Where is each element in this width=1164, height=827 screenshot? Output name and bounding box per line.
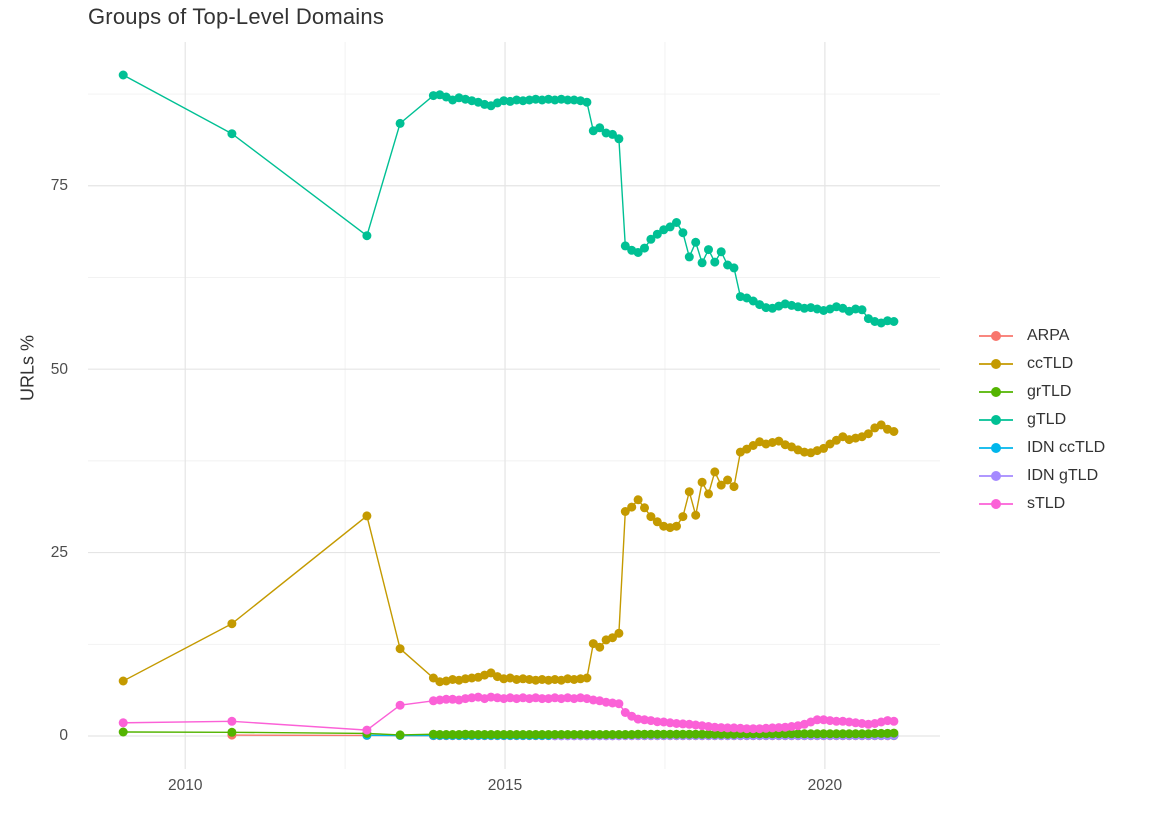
legend-item-label: IDN gTLD <box>1027 467 1099 484</box>
y-axis-tick-label: 75 <box>50 177 68 195</box>
legend: ARPA ccTLD grTLD gTLD IDN ccTLD IDN gTLD sTLD <box>978 322 1105 518</box>
x-axis-tick-label: 2020 <box>807 777 843 794</box>
legend-item-arpa: ARPA <box>978 322 1105 350</box>
series-gtld-line <box>122 74 894 324</box>
y-axis-tick-label: 0 <box>59 727 68 745</box>
legend-item-label: IDN ccTLD <box>1027 439 1106 456</box>
series-stld-points <box>118 692 899 735</box>
legend-item-label: sTLD <box>1027 495 1066 512</box>
legend-key-icon <box>979 471 1013 481</box>
legend-key-icon <box>979 499 1013 509</box>
legend-item-label: ARPA <box>1027 327 1070 344</box>
legend-key-icon <box>979 387 1013 397</box>
chart-title: Groups of Top-Level Domains <box>88 4 385 29</box>
series-grtld-points <box>118 727 899 740</box>
legend-item-label: ccTLD <box>1027 355 1074 372</box>
legend-item-idn-cctld: IDN ccTLD <box>978 434 1105 462</box>
legend-item-label: gTLD <box>1027 411 1067 428</box>
legend-item-grtld: grTLD <box>978 378 1105 406</box>
legend-key-icon <box>979 359 1013 369</box>
x-axis-tick-label: 2015 <box>487 777 523 794</box>
series-cctld-line <box>122 424 895 683</box>
legend-item-idn-gtld: IDN gTLD <box>978 462 1105 490</box>
legend-item-label: grTLD <box>1027 383 1072 400</box>
series-cctld-points <box>118 420 899 687</box>
x-axis-tick-label: 2010 <box>167 777 203 794</box>
series-gtld-points <box>118 70 899 328</box>
legend-item-gtld: gTLD <box>978 406 1105 434</box>
legend-key-icon <box>979 443 1013 453</box>
y-axis-tick-label: 25 <box>50 544 68 562</box>
legend-key-icon <box>979 415 1013 425</box>
legend-item-stld: sTLD <box>978 490 1105 518</box>
y-axis-tick-label: 50 <box>50 360 68 378</box>
legend-item-cctld: ccTLD <box>978 350 1105 378</box>
legend-key-icon <box>979 331 1013 341</box>
